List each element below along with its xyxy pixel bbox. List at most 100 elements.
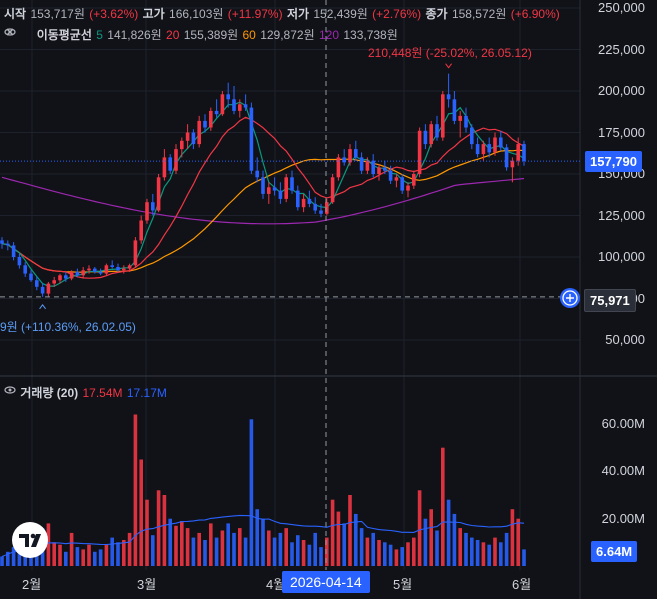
- candle-body: [243, 104, 248, 108]
- candle-body: [330, 177, 335, 203]
- high-value: 166,103원: [169, 7, 224, 21]
- candle-body: [487, 144, 491, 153]
- close-icon[interactable]: [6, 28, 32, 42]
- eye-icon[interactable]: [4, 386, 16, 400]
- volume-bar: [359, 528, 364, 566]
- volume-bar: [330, 499, 335, 566]
- candle-body: [249, 107, 254, 171]
- volume-tick-label: 60.00M: [601, 416, 645, 431]
- crosshair-date-tag: 2026-04-14: [282, 571, 370, 593]
- high-label: 고가: [142, 7, 165, 21]
- volume-bar: [116, 542, 120, 566]
- volume-bar: [394, 549, 399, 566]
- volume-legend: 거래량 (20) 17.54M 17.17M: [4, 384, 168, 401]
- time-tick-label: 3월: [137, 577, 157, 592]
- candle-body: [203, 120, 207, 128]
- candle-body: [0, 240, 4, 244]
- volume-bar: [64, 551, 68, 566]
- volume-bar: [278, 532, 283, 566]
- volume-bar: [93, 551, 97, 566]
- volume-bar: [17, 549, 22, 566]
- volume-value: 17.54M: [82, 386, 123, 400]
- candle-body: [151, 202, 155, 211]
- candle-body: [365, 160, 370, 171]
- price-tick-label: 250,000: [598, 0, 645, 15]
- volume-bar: [209, 523, 213, 566]
- candle-body: [185, 132, 190, 141]
- price-tick-label: 100,000: [598, 249, 645, 264]
- ma120-value: 133,738원: [343, 28, 398, 42]
- candle-body: [499, 137, 503, 148]
- volume-bar: [267, 530, 271, 566]
- volume-bar: [168, 518, 172, 566]
- volume-bar: [383, 542, 387, 566]
- volume-bar: [191, 537, 196, 566]
- volume-bar: [458, 528, 462, 566]
- volume-bar: [417, 490, 422, 566]
- ma60-value: 129,872원: [260, 28, 315, 42]
- volume-bar: [151, 535, 155, 566]
- candle-body: [371, 160, 375, 174]
- volume-ma-value: 17.17M: [126, 386, 167, 400]
- candle-body: [319, 210, 323, 214]
- candle-body: [452, 99, 457, 121]
- candle-body: [284, 177, 288, 199]
- ma60-period: 60: [242, 28, 256, 42]
- open-value: 153,717원: [30, 7, 85, 21]
- candle-body: [116, 267, 120, 271]
- candle-body: [133, 240, 138, 266]
- volume-bar: [301, 540, 306, 566]
- time-tick-label: 6월: [512, 577, 532, 592]
- candle-body: [69, 271, 74, 279]
- volume-bar: [133, 414, 138, 566]
- volume-label: 거래량 (20): [20, 386, 79, 400]
- volume-bar: [348, 495, 352, 566]
- candle-body: [11, 245, 16, 257]
- time-tick-label: 2월: [22, 577, 42, 592]
- volume-tick-label: 40.00M: [601, 463, 645, 479]
- volume-bar: [0, 556, 4, 566]
- volume-bar: [475, 540, 480, 566]
- tv-icon: [19, 533, 41, 547]
- candle-body: [446, 94, 451, 100]
- candle-body: [388, 170, 393, 181]
- candle-body: [122, 268, 126, 271]
- candle-body: [174, 149, 178, 171]
- candle-body: [394, 177, 399, 181]
- volume-bar: [412, 537, 416, 566]
- candle-body: [238, 104, 242, 111]
- candle-body: [412, 174, 416, 186]
- volume-bar: [6, 551, 10, 566]
- volume-bar: [481, 542, 486, 566]
- close-change: (+6.90%): [510, 7, 560, 21]
- candle-body: [98, 271, 103, 274]
- price-tick-label: 125,000: [598, 207, 645, 223]
- volume-bar: [516, 518, 520, 566]
- candle-body: [52, 280, 56, 284]
- volume-bar: [214, 537, 219, 566]
- volume-bar: [365, 537, 370, 566]
- volume-tick-label: 20.00M: [601, 510, 645, 526]
- candle-body: [516, 144, 520, 161]
- candle-body: [377, 167, 381, 174]
- tradingview-logo[interactable]: [12, 522, 48, 558]
- volume-bar: [325, 537, 329, 566]
- add-alert-button[interactable]: [560, 288, 580, 308]
- candle-body: [272, 187, 277, 191]
- candle-body: [110, 265, 114, 267]
- ma-label: 이동평균선: [36, 28, 92, 42]
- volume-bar: [388, 544, 393, 566]
- candle-body: [168, 157, 172, 171]
- volume-bar: [377, 540, 381, 566]
- volume-bar: [243, 537, 248, 566]
- candle-body: [17, 257, 22, 266]
- candle-body: [336, 157, 341, 178]
- volume-bar: [203, 540, 207, 566]
- candle-body: [296, 190, 300, 208]
- high-annotation: 210,448원 (-25.02%, 26.05.12): [368, 46, 532, 60]
- candle-body: [510, 160, 515, 168]
- ma120-period: 120: [318, 28, 339, 42]
- ma20-line: [1, 116, 525, 279]
